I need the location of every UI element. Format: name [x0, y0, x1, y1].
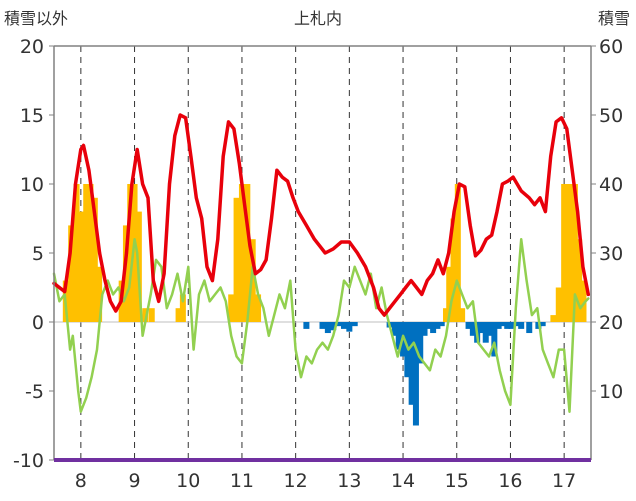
x-tick-label: 9 — [129, 470, 141, 492]
bar-65 — [550, 315, 557, 322]
bar-22 — [255, 294, 262, 322]
bar-40 — [425, 322, 432, 329]
bar-41 — [430, 322, 437, 334]
left-tick-label: -10 — [13, 450, 44, 472]
left-tick-label: 0 — [32, 312, 44, 334]
right-axis-title: 積雪 — [598, 9, 630, 28]
bar-67 — [561, 184, 568, 322]
bar-27 — [335, 322, 342, 327]
bar-69 — [571, 184, 578, 322]
bar-61 — [518, 322, 525, 329]
x-tick-label: 8 — [75, 470, 87, 492]
bar-64 — [539, 322, 546, 327]
bar-4 — [83, 184, 90, 322]
bar-10 — [127, 184, 134, 322]
x-tick-label: 10 — [176, 470, 200, 492]
bar-32 — [391, 322, 398, 336]
bar-68 — [566, 184, 573, 322]
bar-47 — [454, 184, 461, 322]
line-series — [52, 113, 591, 413]
right-tick-label: 40 — [599, 174, 623, 196]
bar-59 — [508, 322, 515, 329]
right-tick-label: 30 — [599, 243, 623, 265]
bar-17 — [228, 294, 235, 322]
green-line — [52, 237, 590, 413]
bar-20 — [244, 184, 251, 322]
bar-19 — [238, 184, 245, 322]
x-tick-label: 17 — [552, 470, 576, 492]
bar-36 — [408, 322, 415, 405]
bar-28 — [340, 322, 347, 329]
bar-39 — [421, 322, 428, 336]
bar-1 — [68, 225, 75, 322]
bar-14 — [148, 308, 155, 322]
right-tick-label: 50 — [599, 105, 623, 127]
x-tick-label: 16 — [498, 470, 522, 492]
bar-13 — [142, 308, 149, 322]
bar-33 — [395, 322, 402, 350]
bar-50 — [469, 322, 476, 336]
left-tick-label: 20 — [20, 36, 44, 58]
left-axis-title: 積雪以外 — [4, 9, 68, 28]
left-tick-label: 5 — [32, 243, 44, 265]
right-tick-label: 10 — [599, 381, 623, 403]
vertical-gridlines — [54, 46, 591, 460]
left-tick-label: 10 — [20, 174, 44, 196]
bar-21 — [249, 239, 256, 322]
bar-26 — [330, 322, 337, 331]
bar-43 — [438, 322, 445, 327]
bar-2 — [73, 184, 80, 322]
bar-3 — [78, 211, 85, 322]
bar-54 — [487, 322, 494, 336]
bar-71 — [580, 280, 587, 322]
bar-30 — [351, 322, 358, 327]
bar-series — [62, 184, 587, 426]
bar-66 — [555, 287, 562, 322]
bar-52 — [478, 322, 485, 334]
bar-37 — [412, 322, 419, 426]
bar-15 — [175, 308, 182, 322]
right-tick-label: 20 — [599, 312, 623, 334]
right-tick-label: 60 — [599, 36, 623, 58]
bar-55 — [491, 322, 498, 357]
red-line — [52, 113, 591, 317]
bar-56 — [495, 322, 502, 329]
left-tick-label: 15 — [20, 105, 44, 127]
bar-38 — [417, 322, 424, 364]
left-tick-label: -5 — [25, 381, 44, 403]
bar-7 — [96, 266, 103, 322]
bar-29 — [346, 322, 353, 332]
bar-53 — [482, 322, 489, 343]
bar-46 — [450, 218, 457, 322]
bar-48 — [459, 308, 466, 322]
bar-16 — [179, 294, 186, 322]
bar-25 — [324, 322, 331, 334]
bar-57 — [499, 322, 506, 327]
bar-70 — [576, 239, 583, 322]
x-tick-label: 11 — [230, 470, 254, 492]
x-tick-label: 12 — [284, 470, 308, 492]
chart-title: 上札内 — [294, 9, 342, 28]
bar-24 — [319, 322, 326, 329]
bar-42 — [434, 322, 441, 329]
bar-62 — [526, 322, 533, 334]
bar-45 — [446, 266, 453, 322]
bar-18 — [233, 197, 240, 322]
x-tick-label: 13 — [337, 470, 361, 492]
bar-23 — [303, 322, 310, 329]
bar-9 — [122, 225, 129, 322]
bar-5 — [87, 184, 94, 322]
x-tick-label: 14 — [391, 470, 415, 492]
bar-6 — [91, 197, 98, 322]
bar-49 — [465, 322, 472, 329]
bar-44 — [443, 308, 450, 322]
x-tick-label: 15 — [445, 470, 469, 492]
bar-11 — [131, 184, 138, 322]
bar-58 — [504, 322, 511, 329]
